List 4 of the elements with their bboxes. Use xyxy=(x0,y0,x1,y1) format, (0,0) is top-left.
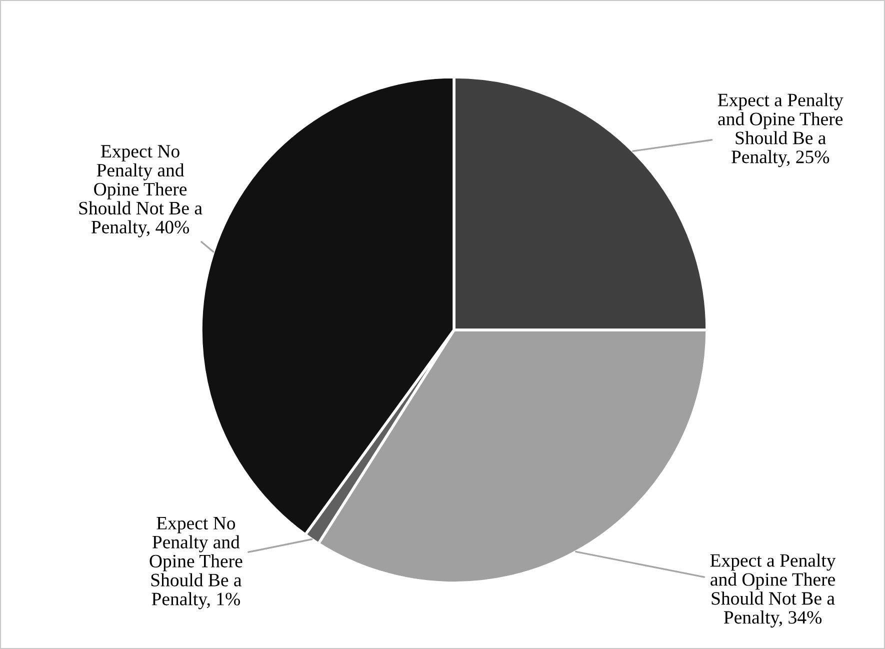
slice-label: Expect No Penalty and Opine There Should Be a Penalty, 1% xyxy=(150,517,242,610)
slice-label: Expect a Penalty and Opine There Should Not Be a Penalty, 34% xyxy=(710,554,836,628)
slice-label: Expect No Penalty and Opine There Should Not Be a Penalty, 40% xyxy=(79,145,202,238)
slice-label: Expect a Penalty and Opine There Should Be a Penalty, 25% xyxy=(718,93,844,168)
